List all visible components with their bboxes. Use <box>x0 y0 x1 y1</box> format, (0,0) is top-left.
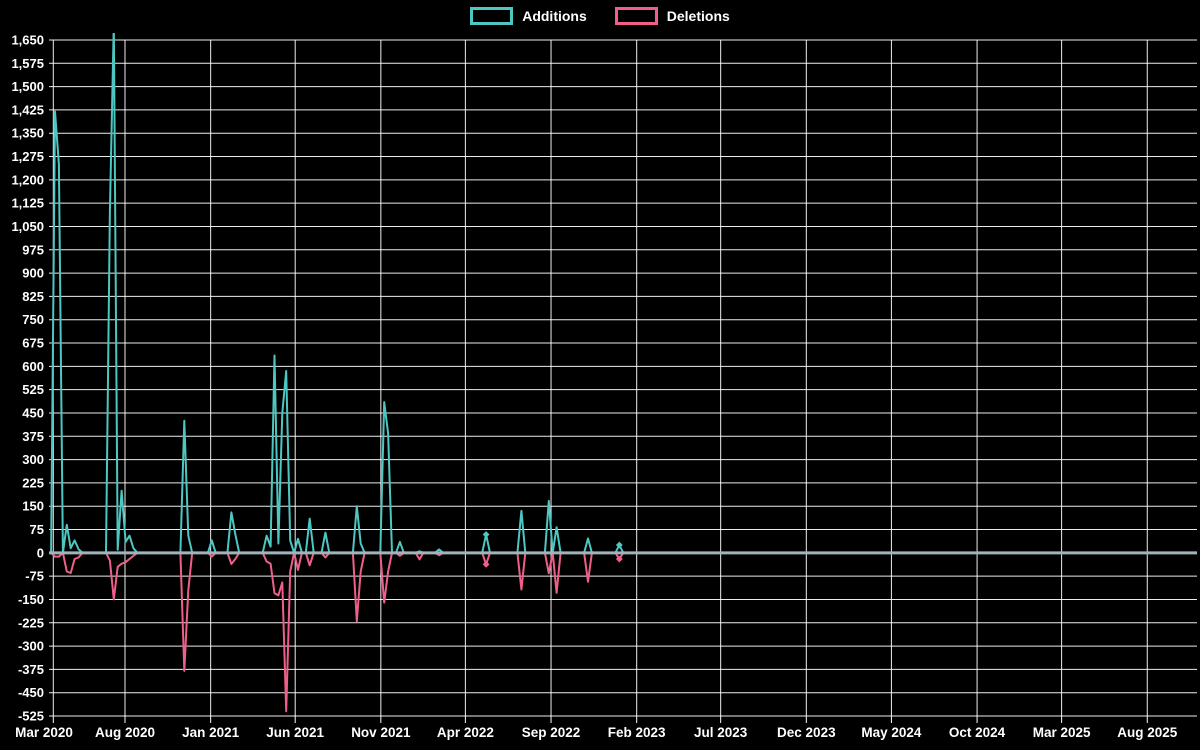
y-tick-label: 75 <box>30 522 44 537</box>
x-tick-label: Sep 2022 <box>522 725 581 740</box>
x-tick-label: Oct 2024 <box>949 725 1006 740</box>
y-tick-label: 1,200 <box>11 172 44 187</box>
additions-point-marker[interactable] <box>482 531 490 538</box>
y-tick-label: 1,050 <box>11 219 44 234</box>
y-tick-label: -525 <box>18 709 44 724</box>
y-tick-label: 1,275 <box>11 149 44 164</box>
y-tick-label: 300 <box>22 452 44 467</box>
deletions-point-marker[interactable] <box>482 560 490 568</box>
y-tick-label: -450 <box>18 685 44 700</box>
x-tick-label: Aug 2025 <box>1117 725 1178 740</box>
y-tick-label: -225 <box>18 615 44 630</box>
y-tick-label: 225 <box>22 475 44 490</box>
y-tick-label: 1,425 <box>11 102 44 117</box>
series-group <box>50 25 643 713</box>
y-tick-label: 150 <box>22 499 44 514</box>
deletions-swatch-icon <box>614 7 658 25</box>
x-tick-label: Feb 2023 <box>608 725 666 740</box>
vertical-gridlines <box>52 40 1148 723</box>
x-tick-label: May 2024 <box>861 725 922 740</box>
y-tick-label: -300 <box>18 639 44 654</box>
y-tick-label: -375 <box>18 662 44 677</box>
x-tick-label: Dec 2023 <box>777 725 836 740</box>
legend-label-additions: Additions <box>522 8 587 24</box>
y-tick-label: -75 <box>25 569 44 584</box>
y-tick-label: 825 <box>22 289 44 304</box>
y-tick-label: 750 <box>22 312 44 327</box>
x-tick-label: Nov 2021 <box>351 725 411 740</box>
y-tick-label: 1,500 <box>11 79 44 94</box>
y-tick-label: 450 <box>22 405 44 420</box>
x-axis-tick-labels: Mar 2020 Aug 2020 Jan 2021 Jun 2021 Nov 2021… <box>15 725 1178 740</box>
legend-item-additions[interactable]: Additions <box>470 6 587 26</box>
chart-legend: Additions Deletions <box>0 6 1200 26</box>
deletions-point-marker[interactable] <box>615 555 623 563</box>
x-tick-label: Jul 2023 <box>694 725 748 740</box>
legend-item-deletions[interactable]: Deletions <box>614 6 730 26</box>
x-tick-label: Jun 2021 <box>266 725 324 740</box>
horizontal-gridlines <box>49 39 1197 717</box>
y-tick-label: 1,350 <box>11 126 44 141</box>
y-tick-label: 525 <box>22 382 44 397</box>
y-tick-label: 1,575 <box>11 56 44 71</box>
y-tick-label: 0 <box>37 545 44 560</box>
x-tick-label: Apr 2022 <box>437 725 494 740</box>
y-tick-label: -150 <box>18 592 44 607</box>
additions-line[interactable] <box>50 25 643 554</box>
y-tick-label: 975 <box>22 242 44 257</box>
legend-label-deletions: Deletions <box>666 8 730 24</box>
x-tick-label: Mar 2025 <box>1033 725 1091 740</box>
y-tick-label: 1,125 <box>11 196 44 211</box>
x-tick-label: Jan 2021 <box>182 725 240 740</box>
y-tick-label: 1,650 <box>11 33 44 48</box>
x-tick-label: Mar 2020 <box>15 725 73 740</box>
y-axis-tick-labels: -525 -450 -375 -300 -225 -150 -75 0 75 150 225 300 3… <box>11 33 44 724</box>
y-tick-label: 900 <box>22 266 44 281</box>
additions-point-marker[interactable] <box>615 541 623 549</box>
y-tick-label: 675 <box>22 336 44 351</box>
y-tick-label: 600 <box>22 359 44 374</box>
x-tick-label: Aug 2020 <box>95 725 155 740</box>
y-tick-label: 375 <box>22 429 44 444</box>
additions-swatch-icon <box>470 7 514 25</box>
